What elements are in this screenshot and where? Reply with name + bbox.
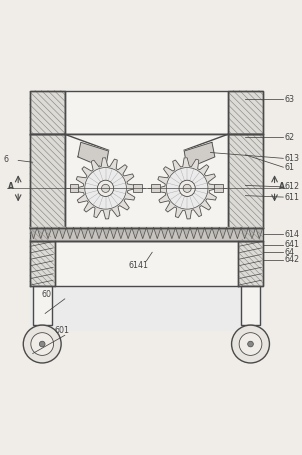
Text: 613: 613 [285, 154, 300, 163]
Polygon shape [190, 228, 197, 238]
Text: 61: 61 [285, 163, 295, 172]
Polygon shape [248, 228, 255, 238]
Polygon shape [88, 228, 95, 238]
Polygon shape [241, 228, 248, 238]
Polygon shape [65, 91, 228, 134]
Polygon shape [78, 142, 108, 168]
Polygon shape [52, 228, 59, 238]
Circle shape [166, 167, 208, 209]
Polygon shape [30, 91, 65, 134]
Polygon shape [241, 286, 260, 325]
Polygon shape [65, 134, 228, 228]
Polygon shape [226, 228, 234, 238]
Text: 60: 60 [41, 290, 51, 299]
Circle shape [23, 325, 61, 363]
Polygon shape [81, 228, 88, 238]
Circle shape [239, 333, 262, 355]
Polygon shape [124, 228, 132, 238]
Polygon shape [117, 228, 124, 238]
Text: 63: 63 [285, 95, 295, 104]
Polygon shape [37, 228, 44, 238]
Polygon shape [30, 91, 263, 331]
Polygon shape [44, 228, 52, 238]
Circle shape [98, 180, 114, 197]
Circle shape [101, 184, 110, 192]
Polygon shape [30, 241, 55, 286]
Circle shape [179, 180, 195, 197]
Bar [69, 184, 79, 192]
Circle shape [183, 184, 191, 192]
Bar [214, 184, 223, 192]
Polygon shape [132, 228, 139, 238]
Polygon shape [75, 158, 136, 219]
Text: 612: 612 [285, 182, 300, 192]
Polygon shape [59, 228, 66, 238]
Text: 64: 64 [285, 248, 295, 257]
Circle shape [85, 167, 126, 209]
Polygon shape [139, 228, 146, 238]
Bar [133, 184, 142, 192]
Text: 6141: 6141 [129, 261, 149, 270]
Polygon shape [168, 228, 175, 238]
Text: A: A [279, 182, 285, 192]
Polygon shape [219, 228, 226, 238]
Polygon shape [55, 241, 238, 286]
Polygon shape [30, 134, 65, 228]
Text: A: A [8, 182, 14, 192]
Polygon shape [30, 228, 263, 241]
Polygon shape [73, 228, 81, 238]
Circle shape [39, 341, 45, 347]
Bar [151, 184, 160, 192]
Polygon shape [228, 91, 263, 134]
Polygon shape [234, 228, 241, 238]
Polygon shape [103, 228, 110, 238]
Polygon shape [205, 228, 212, 238]
Circle shape [31, 333, 53, 355]
Polygon shape [255, 228, 263, 238]
Polygon shape [161, 228, 168, 238]
Polygon shape [228, 134, 263, 228]
Text: 614: 614 [285, 230, 300, 238]
Text: 611: 611 [285, 192, 300, 202]
Circle shape [232, 325, 269, 363]
Polygon shape [110, 228, 117, 238]
Polygon shape [30, 228, 37, 238]
Polygon shape [184, 142, 215, 168]
Polygon shape [212, 228, 219, 238]
Text: 641: 641 [285, 241, 300, 249]
Polygon shape [175, 228, 183, 238]
Polygon shape [95, 228, 103, 238]
Polygon shape [156, 158, 218, 219]
Text: 642: 642 [285, 255, 300, 264]
Polygon shape [183, 228, 190, 238]
Polygon shape [66, 228, 73, 238]
Polygon shape [146, 228, 154, 238]
Polygon shape [197, 228, 205, 238]
Polygon shape [33, 286, 52, 325]
Text: 62: 62 [285, 133, 295, 142]
Circle shape [248, 341, 253, 347]
Text: 601: 601 [55, 326, 69, 335]
Text: 6: 6 [4, 155, 9, 164]
Polygon shape [238, 241, 263, 286]
Polygon shape [154, 228, 161, 238]
